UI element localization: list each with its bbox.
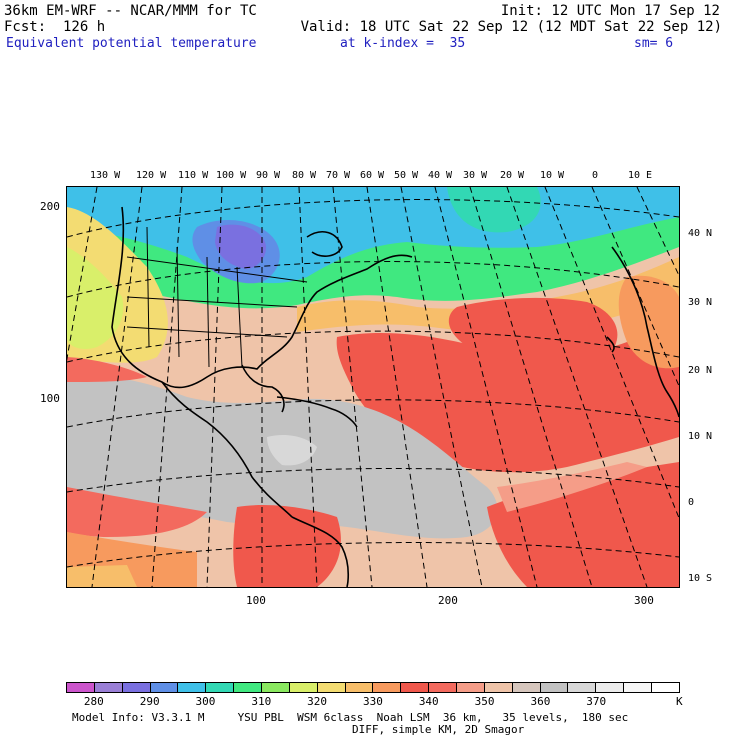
lon-label: 30 W: [463, 170, 488, 181]
red-pacific-south: [67, 487, 207, 537]
color-swatch: [596, 683, 625, 692]
model-title: 36km EM-WRF -- NCAR/MMM for TC: [4, 3, 257, 19]
color-swatch: [624, 683, 653, 692]
orange-region-east: [618, 275, 679, 369]
lon-label: 20 W: [500, 170, 525, 181]
color-swatch: [67, 683, 95, 692]
smoothing: sm= 6: [634, 36, 674, 51]
lon-label: 80 W: [292, 170, 317, 181]
model-physics: DIFF, simple KM, 2D Smagor: [352, 723, 525, 736]
color-swatch: [652, 683, 679, 692]
x-axis-label: 300: [634, 594, 654, 607]
color-scale-label: 320: [307, 695, 328, 708]
lat-label: 0: [688, 497, 695, 508]
color-scale-label: 280: [83, 695, 104, 708]
color-swatch: [206, 683, 235, 692]
color-swatch: [150, 683, 179, 692]
lon-label: 100 W: [216, 170, 247, 181]
color-swatch: [94, 683, 123, 692]
color-scale-label: 340: [418, 695, 439, 708]
color-swatch: [540, 683, 569, 692]
political-borders: [126, 226, 308, 368]
teal-region: [447, 187, 541, 233]
red-land-south: [233, 505, 341, 587]
color-scale-label: 330: [363, 695, 383, 708]
color-swatch: [429, 683, 458, 692]
init-time: Init: 12 UTC Mon 17 Sep 12: [500, 3, 720, 19]
red-pacific-strip: [67, 357, 147, 382]
lon-label: 10 E: [628, 170, 653, 181]
valid-time: Valid: 18 UTC Sat 22 Sep 12 (12 MDT Sat …: [300, 19, 722, 35]
lon-label: 0: [592, 170, 599, 181]
color-scale-label: 300: [195, 695, 216, 708]
color-swatch: [178, 683, 207, 692]
color-swatch: [317, 683, 346, 692]
graticule: [67, 187, 679, 587]
x-axis-label: 200: [438, 594, 458, 607]
color-swatch: [373, 683, 402, 692]
lat-label: 10 S: [688, 573, 713, 584]
forecast-hour: Fcst: 126 h: [4, 19, 106, 35]
model-info: Model Info: V3.3.1 M YSU PBL WSM 6class …: [72, 711, 629, 724]
lon-label: 90 W: [256, 170, 281, 181]
color-scale-label: 350: [474, 695, 495, 708]
color-scale-label: 290: [139, 695, 160, 708]
y-axis-label: 200: [40, 200, 60, 213]
salmon-band: [497, 462, 647, 512]
color-swatch: [262, 683, 290, 692]
color-swatch: [484, 683, 513, 692]
color-swatch: [345, 683, 374, 692]
yellow-pacific-south: [67, 565, 137, 587]
color-swatch: [457, 683, 485, 692]
lat-label: 40 N: [688, 228, 713, 239]
field-name: Equivalent potential temperature: [6, 36, 257, 51]
lon-label: 130 W: [90, 170, 121, 181]
red-region-north: [448, 297, 618, 367]
y-axis-label: 100: [40, 392, 60, 405]
color-swatch: [401, 683, 430, 692]
lat-label: 10 N: [688, 431, 713, 442]
light-grey-patch: [267, 435, 317, 466]
unit-label: K: [676, 695, 683, 708]
color-scale: [66, 682, 680, 693]
color-swatch: [568, 683, 597, 692]
color-swatch: [122, 683, 151, 692]
color-scale-label: 360: [530, 695, 551, 708]
map-canvas: [67, 187, 679, 587]
coastlines: [111, 206, 679, 587]
color-swatch: [512, 683, 541, 692]
lat-label: 30 N: [688, 297, 713, 308]
color-swatch: [234, 683, 263, 692]
violet-region: [215, 224, 267, 269]
color-swatch: [289, 683, 318, 692]
lon-label: 120 W: [136, 170, 167, 181]
lon-label: 50 W: [394, 170, 419, 181]
level-index: at k-index = 35: [340, 36, 466, 51]
color-scale-label: 310: [251, 695, 272, 708]
color-scale-label: 370: [586, 695, 607, 708]
lon-label: 40 W: [428, 170, 453, 181]
lon-label: 60 W: [360, 170, 385, 181]
lime-region: [67, 247, 124, 349]
x-axis-label: 100: [246, 594, 266, 607]
lat-label: 20 N: [688, 365, 713, 376]
lon-label: 110 W: [178, 170, 209, 181]
lon-label: 70 W: [326, 170, 351, 181]
lon-label: 10 W: [540, 170, 565, 181]
theta-e-map: [66, 186, 680, 588]
